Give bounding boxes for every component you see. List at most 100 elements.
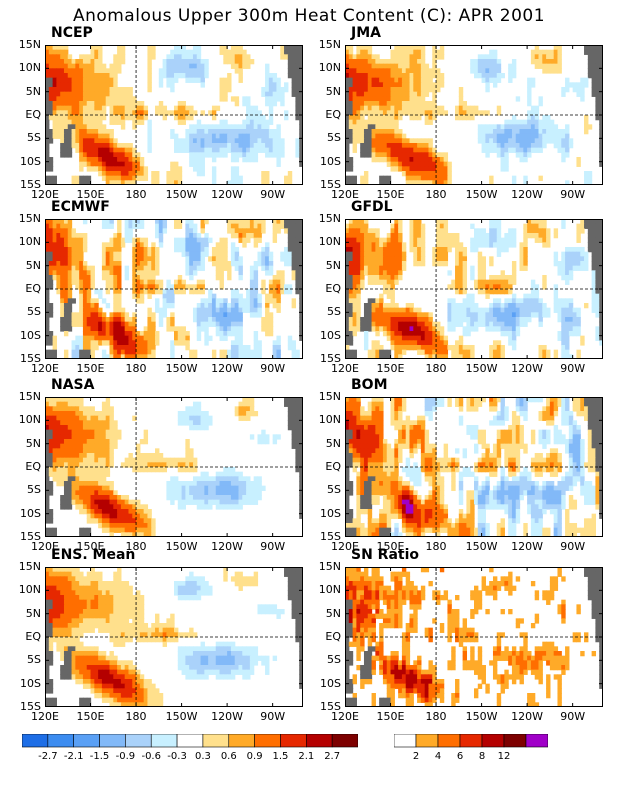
lon-tick-label: 150E <box>376 710 405 723</box>
colorbar-label: 2.1 <box>298 751 315 762</box>
lat-tick-label: 10S <box>20 154 41 168</box>
lat-tick-label: 5S <box>27 131 41 145</box>
lat-tick-label: 15N <box>18 38 41 51</box>
lon-tick-label: 150E <box>76 540 105 553</box>
lat-tick-label: 15S <box>20 530 41 543</box>
lat-tick-label: 10S <box>320 676 341 690</box>
lat-tick-label: 5S <box>327 483 341 497</box>
lon-tick-label: 120E <box>31 362 59 375</box>
heatmap-cells <box>45 219 303 359</box>
lon-tick-label: 150E <box>76 362 105 375</box>
panel-title: NCEP <box>51 25 93 41</box>
colorbar-swatch <box>150 733 178 748</box>
colorbar-label: 0.3 <box>194 751 211 762</box>
lat-tick-label: 5S <box>327 131 341 145</box>
heatmap-cells <box>45 397 303 537</box>
lon-tick-label: 120E <box>331 540 359 553</box>
lat-tick-label: 15N <box>18 390 41 403</box>
lat-tick-label: 10S <box>320 154 341 168</box>
lon-tick-label: 120W <box>211 362 244 375</box>
panel-ncep: NCEP 15N 10N 5N EQ 5S 10S 15S 120E 150E 180 150W 120… <box>19 25 303 201</box>
lat-tick-label: 10N <box>318 413 341 427</box>
lat-tick-label: 10N <box>318 61 341 75</box>
lat-tick-label: 5S <box>327 305 341 319</box>
lat-tick-label: 15S <box>320 352 341 365</box>
lon-tick-label: 90W <box>560 540 586 553</box>
colorbar-swatch <box>393 733 417 748</box>
heatmap-plot <box>345 45 603 185</box>
lon-tick-label: 180 <box>425 540 447 553</box>
lat-tick-label: EQ <box>25 460 41 473</box>
lat-tick-label: EQ <box>325 630 341 643</box>
lon-tick-label: 150E <box>76 188 105 201</box>
colorbar-label: 2 <box>412 751 420 762</box>
heatmap-plot <box>345 219 603 359</box>
colorbar-label: -0.9 <box>115 751 136 762</box>
panel-title: GFDL <box>351 199 393 215</box>
lon-tick-label: 90W <box>560 362 586 375</box>
lat-tick-label: 5N <box>325 606 341 620</box>
lat-tick-label: 10S <box>20 328 41 342</box>
colorbar-swatch <box>415 733 439 748</box>
lat-tick-label: 15N <box>318 212 341 225</box>
panel-sn: SN Ratio 15N 10N 5N EQ 5S 10S 15S 120E 150E 180 150… <box>319 547 603 723</box>
lon-tick-label: 180 <box>125 540 147 553</box>
lon-tick-label: 90W <box>560 188 586 201</box>
panel-ecmwf: ECMWF 15N 10N 5N EQ 5S 10S 15S 120E 150E 180 150W 12… <box>19 199 303 375</box>
lon-tick-label: 120E <box>31 540 59 553</box>
heatmap-cells <box>45 567 303 707</box>
lon-tick-label: 180 <box>425 188 447 201</box>
colorbar-label: 4 <box>434 751 442 762</box>
lon-tick-label: 150W <box>465 362 498 375</box>
lat-tick-label: EQ <box>25 630 41 643</box>
lon-tick-label: 90W <box>260 540 286 553</box>
panel-nasa: NASA 15N 10N 5N EQ 5S 10S 15S 120E 150E 180 150W 120… <box>19 377 303 553</box>
panel-title: BOM <box>351 377 388 393</box>
colorbar-label: 12 <box>497 751 511 762</box>
lon-tick-label: 150E <box>76 710 105 723</box>
lon-tick-label: 120W <box>511 362 544 375</box>
lon-tick-label: 120E <box>31 710 59 723</box>
lat-tick-label: 15S <box>20 700 41 713</box>
colorbar-swatch <box>503 733 527 748</box>
lat-tick-label: 15N <box>318 560 341 573</box>
lat-tick-label: 15N <box>318 38 341 51</box>
panel-ens: ENS. Mean 15N 10N 5N EQ 5S 10S 15S 120E 150E 180 15… <box>19 547 303 723</box>
colorbar-label: -0.3 <box>167 751 187 762</box>
lat-tick-label: 15N <box>18 212 41 225</box>
panel-gfdl: GFDL 15N 10N 5N EQ 5S 10S 15S 120E 150E 180 150W 120… <box>319 199 603 375</box>
colorbar-swatch <box>481 733 505 748</box>
lon-tick-label: 120E <box>331 188 359 201</box>
lon-tick-label: 90W <box>260 188 286 201</box>
lat-tick-label: 5S <box>27 305 41 319</box>
lon-tick-label: 90W <box>260 362 286 375</box>
lon-tick-label: 180 <box>125 710 147 723</box>
lon-tick-label: 150W <box>465 540 498 553</box>
lat-tick-label: EQ <box>325 282 341 295</box>
lat-tick-label: 5N <box>325 84 341 98</box>
lon-tick-label: 180 <box>125 362 147 375</box>
colorbar-label: -1.5 <box>89 751 110 762</box>
lat-tick-label: 15S <box>320 700 341 713</box>
lat-tick-label: EQ <box>325 108 341 121</box>
lon-tick-label: 150W <box>465 710 498 723</box>
heatmap-cells <box>45 45 303 185</box>
lat-tick-label: 5N <box>25 258 41 272</box>
lat-tick-label: 10S <box>20 506 41 520</box>
heatmap-cells <box>345 45 603 185</box>
lon-tick-label: 150E <box>376 540 405 553</box>
heatmap-plot <box>45 45 303 185</box>
lat-tick-label: 5N <box>25 84 41 98</box>
figure-title: Anomalous Upper 300m Heat Content (C): A… <box>72 6 546 26</box>
lon-tick-label: 120W <box>211 710 244 723</box>
lat-tick-label: 10N <box>318 583 341 597</box>
lat-tick-label: 15N <box>318 390 341 403</box>
lat-tick-label: EQ <box>325 460 341 473</box>
lat-tick-label: 10N <box>318 235 341 249</box>
colorbar-swatch <box>176 733 204 748</box>
lon-tick-label: 180 <box>125 188 147 201</box>
lon-tick-label: 150W <box>165 362 198 375</box>
colorbar-swatch <box>525 733 549 748</box>
colorbar-swatch <box>459 733 483 748</box>
colorbar-swatch <box>73 733 100 748</box>
